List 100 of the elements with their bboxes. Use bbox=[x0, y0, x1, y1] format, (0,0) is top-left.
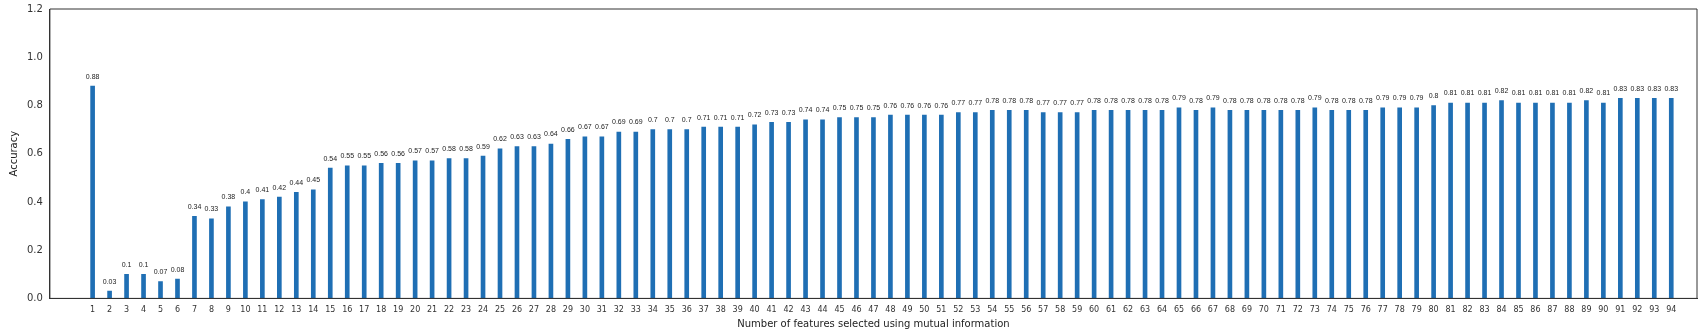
bar bbox=[260, 199, 265, 299]
bar bbox=[192, 216, 197, 299]
x-tick-label: 87 bbox=[1547, 305, 1558, 315]
bar bbox=[1634, 97, 1640, 299]
x-tick-label: 33 bbox=[630, 305, 641, 315]
x-tick-label: 47 bbox=[868, 305, 879, 315]
x-tick-label: 76 bbox=[1360, 305, 1371, 315]
x-tick-label: 28 bbox=[545, 305, 557, 315]
x-tick-label: 10 bbox=[240, 305, 251, 315]
x-tick-label: 58 bbox=[1055, 305, 1066, 315]
bar bbox=[1329, 109, 1335, 299]
x-tick-label: 22 bbox=[443, 305, 455, 315]
x-tick-label: 79 bbox=[1411, 305, 1422, 315]
x-tick-label: 20 bbox=[410, 305, 421, 315]
bar bbox=[327, 167, 333, 299]
bar bbox=[1057, 112, 1063, 299]
bar bbox=[803, 119, 808, 299]
bar bbox=[1006, 109, 1012, 299]
x-axis-title: Number of features selected using mutual information bbox=[737, 317, 1010, 329]
bar bbox=[158, 281, 163, 299]
x-tick-label: 64 bbox=[1156, 305, 1168, 315]
bar bbox=[1431, 105, 1436, 299]
x-tick-label: 48 bbox=[885, 305, 896, 315]
x-tick-label: 49 bbox=[902, 305, 913, 315]
x-tick-label: 46 bbox=[851, 305, 862, 315]
bar bbox=[1363, 109, 1369, 299]
x-tick-label: 8 bbox=[208, 305, 214, 315]
x-tick-label: 5 bbox=[157, 305, 164, 315]
x-tick-label: 31 bbox=[596, 305, 607, 315]
x-tick-label: 24 bbox=[477, 305, 489, 315]
y-tick-label: 1.2 bbox=[27, 2, 43, 14]
x-tick-label: 16 bbox=[342, 305, 353, 315]
x-tick-label: 6 bbox=[174, 305, 181, 315]
bar bbox=[1601, 102, 1606, 299]
x-tick-label: 1 bbox=[90, 305, 96, 315]
bar bbox=[277, 196, 282, 299]
x-tick-label: 67 bbox=[1207, 305, 1219, 315]
x-tick-label: 45 bbox=[834, 305, 845, 315]
x-tick-label: 78 bbox=[1394, 305, 1405, 315]
x-tick-label: 32 bbox=[613, 305, 624, 315]
bar bbox=[1023, 109, 1029, 299]
bar bbox=[769, 122, 774, 299]
x-tick-label: 82 bbox=[1462, 305, 1473, 315]
bar bbox=[1482, 102, 1487, 299]
bar bbox=[972, 112, 978, 299]
x-tick-label: 83 bbox=[1479, 305, 1490, 315]
bar bbox=[1465, 102, 1470, 299]
x-tick-label: 57 bbox=[1038, 305, 1049, 315]
x-tick-label: 86 bbox=[1530, 305, 1541, 315]
y-tick-label: 0.6 bbox=[27, 147, 43, 159]
bar bbox=[989, 109, 995, 299]
bar bbox=[854, 117, 859, 299]
bar bbox=[107, 290, 112, 299]
x-tick-label: 21 bbox=[427, 305, 438, 315]
x-tick-label: 90 bbox=[1598, 305, 1609, 315]
x-tick-label: 13 bbox=[291, 305, 302, 315]
x-tick-label: 54 bbox=[987, 305, 998, 315]
x-tick-label: 12 bbox=[274, 305, 285, 315]
x-tick-label: 59 bbox=[1072, 305, 1083, 315]
x-tick-label: 51 bbox=[936, 305, 947, 315]
x-tick-label: 61 bbox=[1106, 305, 1117, 315]
x-tick-label: 91 bbox=[1615, 305, 1626, 315]
bar bbox=[735, 126, 740, 299]
x-tick-label: 30 bbox=[579, 305, 590, 315]
y-tick-label: 0.4 bbox=[27, 195, 43, 207]
x-tick-label: 35 bbox=[664, 305, 675, 315]
bar bbox=[837, 117, 842, 299]
bar bbox=[1533, 102, 1538, 299]
bar bbox=[871, 117, 876, 299]
x-tick-label: 36 bbox=[681, 305, 692, 315]
x-tick-label: 44 bbox=[817, 305, 828, 315]
bar bbox=[1567, 102, 1572, 299]
bar bbox=[1380, 107, 1386, 299]
x-tick-label: 56 bbox=[1021, 305, 1032, 315]
x-tick-label: 39 bbox=[732, 305, 743, 315]
x-tick-label: 42 bbox=[783, 305, 794, 315]
x-tick-label: 84 bbox=[1496, 305, 1507, 315]
bar bbox=[1040, 112, 1046, 299]
x-tick-label: 4 bbox=[140, 305, 147, 315]
x-tick-label: 9 bbox=[225, 305, 231, 315]
x-tick-label: 88 bbox=[1564, 305, 1575, 315]
bar bbox=[667, 129, 673, 299]
bar bbox=[361, 165, 367, 299]
x-tick-label: 52 bbox=[953, 305, 964, 315]
bar bbox=[378, 163, 384, 299]
x-tick-label: 72 bbox=[1292, 305, 1303, 315]
bar bbox=[1584, 100, 1589, 299]
bar bbox=[141, 273, 146, 299]
x-tick-label: 81 bbox=[1445, 305, 1456, 315]
x-tick-label: 75 bbox=[1343, 305, 1354, 315]
x-tick-label: 17 bbox=[359, 305, 370, 315]
x-tick-label: 15 bbox=[325, 305, 336, 315]
bar bbox=[1346, 109, 1352, 299]
bar bbox=[752, 124, 757, 299]
x-tick-label: 2 bbox=[107, 305, 113, 315]
x-tick-label: 62 bbox=[1122, 305, 1134, 315]
x-tick-label: 50 bbox=[919, 305, 930, 315]
x-tick-label: 14 bbox=[308, 305, 319, 315]
bar bbox=[922, 114, 927, 299]
x-tick-label: 11 bbox=[257, 305, 268, 315]
